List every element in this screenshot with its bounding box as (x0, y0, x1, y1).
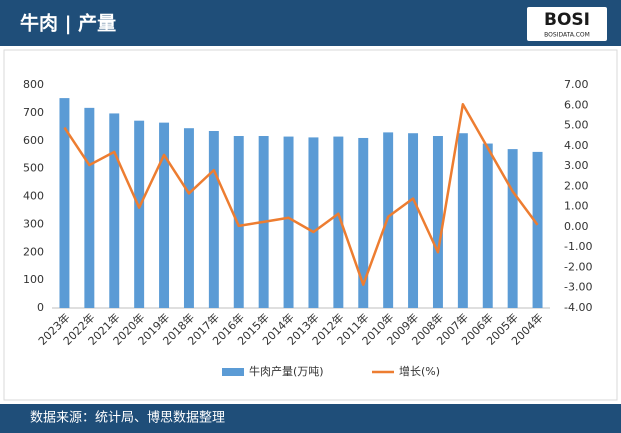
legend-swatch (222, 368, 244, 376)
y2-tick-label: 3.00 (564, 159, 589, 172)
y2-tick-label: -2.00 (564, 260, 592, 273)
legend-label: 增长(%) (399, 364, 440, 378)
y-tick-label: 400 (23, 190, 44, 203)
bar (408, 133, 419, 308)
y2-tick-label: 1.00 (564, 200, 589, 213)
logo-sub: BOSIDATA.COM (544, 32, 590, 39)
bar (308, 137, 319, 308)
logo-box (527, 7, 607, 41)
bar (208, 130, 219, 308)
bar (358, 137, 369, 308)
bar (134, 120, 145, 309)
bar (109, 113, 120, 309)
chart-title: 牛肉 | 产量 (20, 12, 116, 35)
y2-tick-label: 7.00 (564, 78, 589, 91)
bar (532, 151, 543, 308)
bar (233, 136, 244, 308)
legend-label: 牛肉产量(万吨) (249, 364, 324, 378)
bar (457, 133, 468, 308)
y-tick-label: 600 (23, 134, 44, 147)
y-tick-label: 100 (23, 273, 44, 286)
bar (84, 107, 95, 308)
logo: BOSI (544, 10, 590, 30)
bar (482, 143, 493, 308)
bar (507, 149, 518, 308)
y2-tick-label: 5.00 (564, 119, 589, 132)
bar (59, 98, 70, 308)
y-tick-label: 200 (23, 245, 44, 258)
bar (283, 136, 294, 308)
y-tick-label: 300 (23, 217, 44, 230)
bar (432, 136, 443, 308)
header-bar (0, 0, 621, 46)
footer-bar (0, 404, 621, 433)
y2-tick-label: 2.00 (564, 179, 589, 192)
plot-frame (3, 49, 618, 401)
y2-tick-label: 0.00 (564, 220, 589, 233)
y2-tick-label: -4.00 (564, 301, 592, 314)
y2-tick-label: 4.00 (564, 139, 589, 152)
bar (333, 136, 344, 308)
y2-tick-label: -1.00 (564, 240, 592, 253)
source: 数据来源：统计局、博思数据整理 (30, 411, 225, 426)
y-tick-label: 700 (23, 106, 44, 119)
y2-tick-label: -3.00 (564, 281, 592, 294)
line (63, 103, 539, 286)
y-tick-label: 500 (23, 162, 44, 175)
y-tick-label: 800 (23, 78, 44, 91)
y2-tick-label: 6.00 (564, 98, 589, 111)
bar (183, 128, 194, 308)
y-tick-label: 0 (37, 301, 44, 314)
bar (159, 122, 170, 308)
